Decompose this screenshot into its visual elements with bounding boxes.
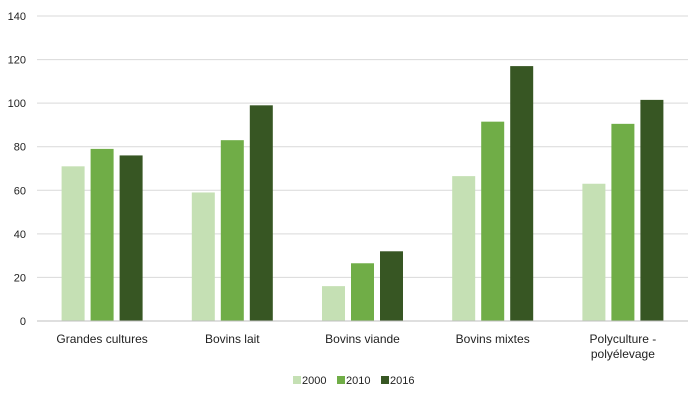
bar-2010-4: [611, 123, 635, 321]
bar-2000-2: [322, 286, 345, 321]
x-axis: Grandes cultures Bovins lait Bovins viande…: [37, 320, 688, 361]
x-category-label-line: Bovins mixtes: [456, 332, 530, 346]
x-category-label: Bovins mixtes: [456, 332, 530, 346]
bars: [61, 66, 664, 322]
bar-2000-4: [582, 183, 606, 321]
bar-2000-0: [61, 166, 85, 321]
bar-2016-0: [119, 155, 143, 321]
y-tick-label: 0: [20, 316, 26, 328]
y-tick-label: 120: [8, 55, 26, 67]
bar-2010-2: [351, 263, 374, 321]
x-category-label: Polyculture -polyélevage: [590, 332, 657, 361]
y-tick-label: 100: [8, 98, 26, 110]
bar-2016-3: [510, 66, 534, 321]
x-category-label-line: polyélevage: [591, 347, 655, 361]
x-category-label: Bovins lait: [205, 332, 260, 346]
bar-2010-1: [220, 140, 244, 321]
legend-label-2000: 2000: [302, 375, 326, 387]
x-category-label-line: Bovins lait: [205, 332, 260, 346]
legend-swatch-2016: [381, 376, 389, 384]
y-tick-label: 140: [8, 11, 26, 23]
x-category-label: Grandes cultures: [56, 332, 147, 346]
x-category-label-line: Grandes cultures: [56, 332, 147, 346]
bar-2010-3: [481, 121, 505, 322]
bar-2000-1: [191, 192, 215, 321]
x-category-label: Bovins viande: [325, 332, 400, 346]
bar-2016-1: [249, 105, 273, 321]
y-tick-label: 60: [14, 185, 26, 197]
bar-2010-0: [90, 148, 114, 321]
legend: 2000 2010 2016: [293, 375, 414, 387]
y-tick-label: 20: [14, 272, 26, 284]
legend-label-2010: 2010: [346, 375, 370, 387]
y-axis: 0 20 40 60 80 100 120 140: [8, 11, 26, 328]
x-category-label-line: Bovins viande: [325, 332, 400, 346]
y-tick-label: 40: [14, 229, 26, 241]
bar-2016-4: [640, 99, 664, 321]
y-tick-label: 80: [14, 142, 26, 154]
legend-swatch-2010: [337, 376, 345, 384]
bar-2016-2: [380, 251, 403, 321]
legend-label-2016: 2016: [390, 375, 414, 387]
gridlines: [37, 15, 688, 278]
bar-2000-3: [452, 176, 476, 321]
legend-swatch-2000: [293, 376, 301, 384]
x-category-label-line: Polyculture -: [590, 332, 657, 346]
